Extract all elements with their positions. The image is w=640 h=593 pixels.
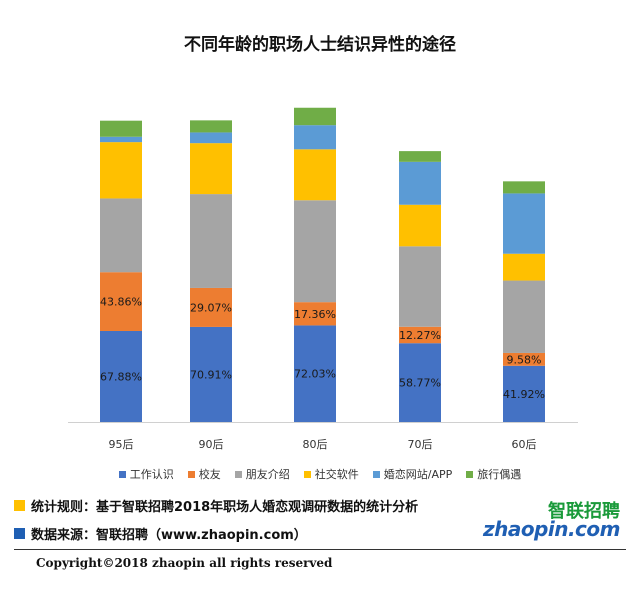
data-label: 41.92%	[503, 388, 545, 401]
legend-item: 工作认识	[118, 466, 174, 482]
x-tick-label: 80后	[303, 438, 328, 451]
bar-segment	[100, 330, 142, 422]
bar-segment	[190, 194, 232, 288]
data-source-text: 数据来源：智联招聘（www.zhaopin.com）	[31, 528, 307, 543]
bar-segment	[190, 326, 232, 422]
data-label: 17.36%	[294, 308, 336, 321]
x-tick-label: 90后	[199, 438, 224, 451]
legend-label: 朋友介绍	[245, 468, 290, 481]
bar-segment	[100, 136, 142, 143]
bar-segment	[294, 200, 336, 303]
bar-segment	[294, 125, 336, 150]
legend-item: 校友	[187, 466, 221, 482]
legend-label: 社交软件	[314, 468, 359, 481]
data-label: 43.86%	[100, 296, 142, 309]
legend-item: 朋友介绍	[234, 466, 290, 482]
legend-label: 工作认识	[129, 468, 174, 481]
bar-segment	[190, 287, 232, 327]
copyright-text: Copyright©2018 zhaopin all rights reserv…	[36, 556, 333, 570]
bar-segment	[503, 181, 545, 194]
legend-item: 婚恋网站/APP	[372, 466, 453, 482]
x-tick-label: 70后	[408, 438, 433, 451]
legend-label: 校友	[198, 468, 221, 481]
bar-segment	[190, 120, 232, 133]
legend-item: 旅行偶遇	[466, 466, 521, 482]
bar-segment	[294, 107, 336, 126]
bar-segment	[100, 142, 142, 199]
legend-swatch	[118, 470, 126, 478]
legend-swatch	[187, 470, 195, 478]
x-tick-label: 95后	[109, 438, 134, 451]
footer-divider	[14, 549, 626, 550]
legend-swatch	[372, 470, 380, 478]
source-marker	[14, 528, 25, 539]
data-label: 9.58%	[507, 353, 542, 366]
data-label: 70.91%	[190, 368, 232, 381]
bar-segment	[399, 151, 441, 162]
bar-segment	[503, 352, 545, 366]
stacked-bar-chart: 67.88% 43.86% 95后 70.91% 29.07% 90后 72.03% 17.3…	[68, 107, 578, 451]
legend-swatch	[234, 470, 242, 478]
chart-title: 不同年龄的职场人士结识异性的途径	[184, 35, 456, 55]
bar-segment	[100, 120, 142, 137]
bar-segment	[503, 253, 545, 281]
legend-swatch	[466, 470, 474, 478]
legend-label: 婚恋网站/APP	[383, 468, 453, 481]
bar-segment	[294, 302, 336, 326]
data-source-note: 数据来源：智联招聘（www.zhaopin.com）	[14, 524, 307, 543]
bar-segment	[294, 149, 336, 201]
bar-segment	[503, 365, 545, 422]
legend-label: 旅行偶遇	[477, 468, 522, 481]
data-label: 72.03%	[294, 368, 336, 381]
data-label: 29.07%	[190, 301, 232, 314]
stat-rules-text: 统计规则：基于智联招聘2018年职场人婚恋观调研数据的统计分析	[31, 500, 419, 515]
zhaopin-logo: 智联招聘 zhaopin.com	[483, 497, 621, 543]
bar-segment	[190, 132, 232, 144]
logo-chinese-text: 智联招聘	[548, 501, 620, 522]
logo-english-text: zhaopin.com	[482, 517, 621, 541]
x-tick-label: 60后	[512, 438, 537, 451]
chart-legend: 工作认识 校友 朋友介绍 社交软件 婚恋网站/APP 旅行偶遇	[0, 466, 640, 482]
bar-segment	[100, 272, 142, 331]
bar-segment	[399, 246, 441, 327]
bar-segment	[399, 326, 441, 344]
legend-item: 社交软件	[303, 466, 359, 482]
data-label: 67.88%	[100, 370, 142, 383]
bar-segment	[399, 343, 441, 422]
bar-segment	[503, 193, 545, 254]
bar-segment	[190, 143, 232, 195]
bar-segment	[100, 198, 142, 273]
stat-rules-note: 统计规则：基于智联招聘2018年职场人婚恋观调研数据的统计分析	[14, 496, 418, 515]
rules-marker	[14, 500, 25, 511]
legend-swatch	[303, 470, 311, 478]
data-label: 58.77%	[399, 377, 441, 390]
bar-segment	[294, 325, 336, 422]
bar-segment	[399, 204, 441, 247]
bar-segment	[399, 161, 441, 205]
bar-segment	[503, 280, 545, 353]
data-label: 12.27%	[399, 329, 441, 342]
